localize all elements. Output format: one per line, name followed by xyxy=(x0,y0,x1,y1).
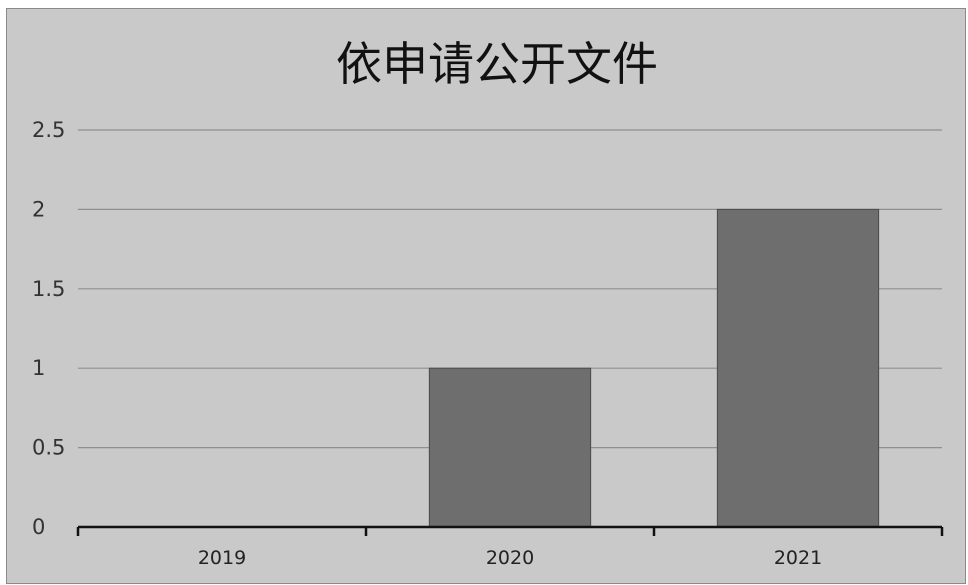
chart-title: 依申请公开文件 xyxy=(336,37,658,91)
y-axis-ticks: 0 0.5 1 1.5 2 2.5 xyxy=(32,118,65,539)
x-tick-label: 2021 xyxy=(774,547,822,569)
bars xyxy=(428,208,880,528)
y-tick-label: 2.5 xyxy=(32,118,65,142)
y-tick-label: 2 xyxy=(32,197,45,221)
x-axis xyxy=(76,525,944,536)
bar-2021 xyxy=(716,208,880,528)
x-tick-label: 2019 xyxy=(198,547,246,569)
x-axis-ticks: 2019 2020 2021 xyxy=(198,547,822,569)
y-tick-label: 1 xyxy=(32,356,45,380)
y-tick-label: 0.5 xyxy=(32,436,65,460)
bar-2020 xyxy=(428,367,592,528)
x-tick-label: 2020 xyxy=(486,547,534,569)
y-tick-label: 0 xyxy=(32,515,45,539)
y-tick-label: 1.5 xyxy=(32,277,65,301)
